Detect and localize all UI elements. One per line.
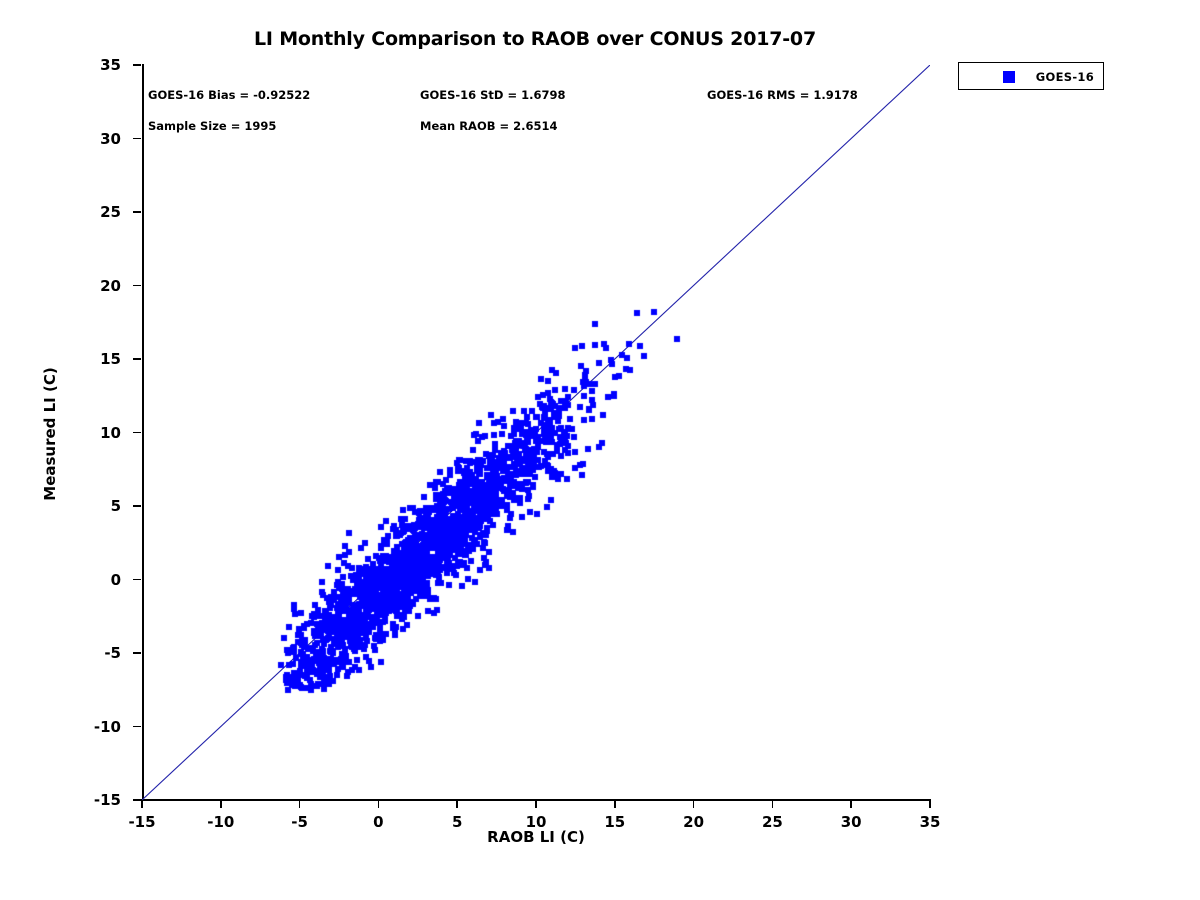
y-tick-label-15: 15	[100, 350, 121, 368]
y-tick-label--5: -5	[104, 644, 121, 662]
x-tick-5	[456, 800, 458, 808]
y-tick-30	[133, 137, 141, 140]
y-tick--10	[133, 725, 141, 728]
x-axis-title: RAOB LI (C)	[487, 828, 585, 846]
x-tick-label-30: 30	[840, 813, 862, 831]
x-tick--5	[298, 800, 301, 808]
legend-label-goes-16: GOES-16	[1035, 70, 1094, 84]
page-title: LI Monthly Comparison to RAOB over CONUS…	[254, 28, 816, 50]
x-tick--10	[220, 800, 222, 808]
y-tick--15	[133, 799, 141, 801]
y-tick-label-0: 0	[110, 570, 121, 589]
y-tick-label-25: 25	[100, 203, 121, 221]
x-tick-label-20: 20	[683, 813, 705, 831]
x-tick-label-10: 10	[525, 813, 547, 831]
legend[interactable]: GOES-16	[958, 62, 1104, 90]
x-tick-label-25: 25	[761, 813, 783, 831]
y-tick-0	[133, 578, 141, 581]
x-tick-15	[614, 800, 616, 808]
x-tick-label-35: 35	[919, 813, 941, 831]
y-tick-label-10: 10	[100, 423, 121, 442]
x-tick--15	[141, 800, 143, 808]
x-tick-label--5: -5	[291, 813, 308, 831]
y-tick-15	[133, 358, 141, 360]
y-tick-10	[133, 431, 141, 434]
y-tick--5	[133, 652, 141, 654]
x-tick-0	[377, 800, 380, 808]
x-tick-label--15: -15	[128, 813, 156, 831]
plot-area	[142, 65, 930, 800]
y-tick-label-30: 30	[100, 129, 121, 148]
y-tick-label-35: 35	[100, 56, 121, 74]
y-tick-5	[133, 505, 141, 507]
y-tick-label-20: 20	[100, 276, 121, 295]
legend-marker-goes-16	[1003, 71, 1015, 83]
x-tick-label-15: 15	[604, 813, 626, 831]
y-tick-25	[133, 211, 141, 213]
x-tick-30	[850, 800, 852, 808]
x-tick-35	[929, 800, 931, 808]
y-tick-35	[133, 64, 141, 66]
x-tick-25	[771, 800, 774, 808]
x-tick-label-0: 0	[373, 813, 384, 831]
y-tick-label-5: 5	[110, 497, 121, 515]
x-tick-label--10: -10	[207, 813, 235, 831]
y-axis-title: Measured LI (C)	[41, 367, 59, 501]
x-tick-10	[535, 800, 537, 808]
y-tick-20	[133, 284, 141, 287]
y-tick-label--15: -15	[93, 791, 121, 809]
y-tick-label--10: -10	[93, 717, 121, 736]
x-tick-label-5: 5	[451, 813, 463, 831]
scatter-points-layer	[142, 65, 930, 800]
x-tick-20	[692, 800, 695, 808]
